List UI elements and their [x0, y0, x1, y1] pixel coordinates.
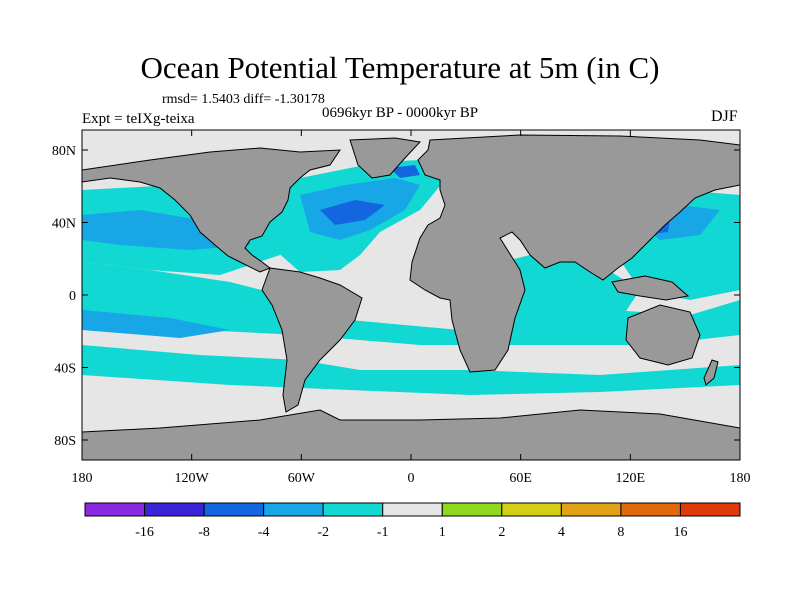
colorbar-label: 8 [617, 525, 624, 540]
colorbar-label: -4 [258, 525, 270, 540]
experiment-label: Expt = teIXg-teixa [82, 111, 195, 127]
axis-ticks: 180 120W 60W 0 60E 120E 180 80N 40N 0 40S 80S [52, 130, 751, 486]
colorbar-swatch [322, 502, 384, 517]
nordic-seas-cold-core [390, 165, 420, 178]
x-tick-label: 120W [175, 471, 210, 486]
southern-ocean-cooling [82, 345, 740, 395]
maritime-continent [611, 275, 690, 301]
eurasia-africa [409, 134, 740, 373]
y-tick-label: 0 [69, 289, 76, 304]
map-panel [82, 130, 740, 460]
colorbar-swatch [620, 502, 681, 517]
atlantic-cold-core [320, 200, 385, 225]
colorbar-label: 1 [439, 525, 446, 540]
x-tick-label: 60E [509, 471, 532, 486]
y-tick-label: 40S [54, 362, 76, 377]
stats-label: rmsd= 1.5403 diff= -1.30178 [162, 92, 325, 107]
colorbar-swatch [679, 502, 741, 517]
colorbar-label: -2 [317, 525, 329, 540]
x-tick-label: 120E [616, 471, 646, 486]
colorbar-swatch [441, 502, 503, 517]
colorbar-swatch [382, 502, 443, 517]
colorbar-label: -16 [135, 525, 154, 540]
colorbar-swatch [144, 502, 205, 517]
colorbar-label: 2 [498, 525, 505, 540]
colorbar-swatch [203, 502, 265, 517]
y-tick-label: 80N [52, 144, 76, 159]
period-label: 0696kyr BP - 0000kyr BP [322, 105, 479, 121]
x-tick-label: 0 [408, 471, 415, 486]
new-zealand [703, 359, 719, 386]
colorbar-label: 16 [673, 525, 687, 540]
map-title: Ocean Potential Temperature at 5m (in C) [140, 50, 660, 85]
australia [625, 304, 701, 366]
colorbar-label: -1 [377, 525, 389, 540]
colorbar-label: -8 [198, 525, 210, 540]
y-tick-label: 40N [52, 217, 76, 232]
x-tick-label: 180 [730, 471, 751, 486]
colorbar-swatch [84, 502, 146, 517]
colorbar-swatch [501, 502, 562, 517]
y-tick-label: 80S [54, 434, 76, 449]
colorbar-swatch [263, 502, 324, 517]
north-pacific-strong-cooling [82, 210, 250, 250]
antarctica [82, 409, 740, 460]
south-pacific-strong-cooling [82, 310, 230, 338]
x-tick-label: 180 [72, 471, 93, 486]
north-america [82, 147, 341, 273]
greenland [349, 137, 422, 179]
colorbar-swatch [560, 502, 622, 517]
colorbar: -16 -8 -4 -2 -1 1 2 4 8 16 [84, 502, 741, 540]
season-label: DJF [711, 108, 738, 125]
x-tick-label: 60W [288, 471, 316, 486]
south-america [261, 267, 363, 413]
colorbar-label: 4 [558, 525, 565, 540]
